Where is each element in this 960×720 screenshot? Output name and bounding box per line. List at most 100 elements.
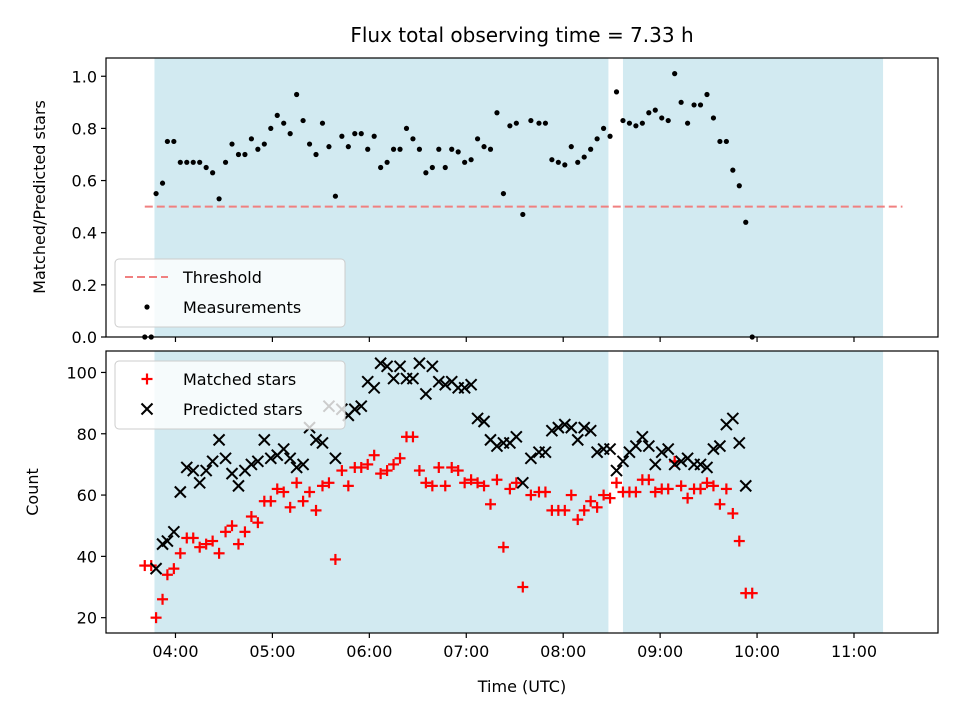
top-legend-frame — [114, 258, 346, 328]
matched-star-point — [733, 535, 745, 547]
x-stroke — [713, 439, 727, 453]
measurement-point — [326, 144, 332, 150]
predicted-star-point — [629, 439, 643, 453]
predicted-star-point — [477, 415, 491, 428]
measurement-point — [274, 112, 280, 118]
matched-star-point — [265, 495, 277, 507]
matched-star-point — [459, 477, 471, 489]
measurement-point — [319, 120, 326, 126]
matched-star-point — [329, 553, 341, 565]
predicted-star-point — [707, 442, 720, 456]
x-stroke — [571, 433, 584, 447]
measurement-point — [159, 180, 166, 186]
predicted-star-point — [733, 436, 746, 450]
predicted-star-point — [419, 387, 433, 401]
matched-star-point — [446, 461, 458, 473]
matched-star-point — [323, 477, 335, 489]
measurement-point — [261, 141, 267, 147]
bottom-legend-frame — [114, 360, 346, 430]
predicted-star-point — [655, 445, 668, 459]
x-stroke — [393, 360, 407, 373]
measurement-point — [704, 91, 710, 98]
x-stroke — [726, 412, 740, 425]
x-stroke — [167, 525, 181, 539]
measurement-point — [384, 159, 390, 165]
matched-star-point — [271, 483, 283, 495]
x-stroke — [387, 372, 400, 385]
predicted-star-point — [603, 442, 617, 456]
predicted-star-point — [439, 378, 452, 391]
measurement-point — [281, 120, 287, 126]
measurement-point — [371, 133, 377, 139]
predicted-star-point — [674, 455, 688, 468]
predicted-star-point — [406, 372, 420, 385]
measurement-point — [639, 120, 645, 126]
measurement-point — [339, 133, 345, 139]
predicted-star-point — [348, 403, 361, 416]
predicted-star-point — [212, 433, 226, 447]
matched-star-point — [433, 461, 445, 473]
measurement-point — [358, 131, 364, 137]
matched-star-point — [187, 532, 199, 544]
matched-star-point — [746, 587, 758, 599]
measurement-point — [717, 138, 723, 145]
x-stroke — [510, 430, 523, 444]
x-stroke — [484, 433, 497, 447]
x-stroke — [258, 433, 271, 447]
predicted-star-point — [590, 445, 604, 459]
x-stroke — [565, 421, 578, 434]
y-tick-label: 60 — [77, 486, 97, 505]
predicted-star-point — [700, 461, 714, 474]
x-stroke — [733, 436, 746, 450]
x-stroke — [264, 452, 277, 465]
measurement-point — [268, 125, 274, 132]
matched-star-point — [611, 477, 623, 489]
x-stroke — [206, 455, 219, 468]
measurement-point — [294, 91, 300, 98]
matched-star-point — [649, 486, 661, 498]
matched-star-point — [239, 526, 251, 538]
x-stroke — [426, 360, 439, 373]
x-stroke — [432, 375, 446, 388]
measurement-point — [455, 149, 461, 155]
matched-star-point — [695, 483, 707, 495]
x-stroke — [584, 424, 597, 437]
measurement-point — [210, 170, 216, 176]
legend-threshold-label: Threshold — [182, 268, 262, 287]
matched-star-point — [232, 538, 244, 550]
predicted-star-point — [552, 421, 565, 434]
legend-matched-label: Matched stars — [183, 370, 296, 389]
matched-star-point — [388, 458, 400, 470]
matched-star-point — [452, 465, 464, 477]
matched-star-point — [407, 431, 419, 443]
measurement-point — [730, 167, 736, 173]
matched-star-point — [591, 501, 603, 513]
x-tick-label: 11:00 — [831, 642, 877, 661]
predicted-star-point — [558, 418, 572, 431]
measurement-point — [306, 141, 313, 147]
measurement-point — [468, 157, 474, 163]
predicted-star-point — [251, 455, 265, 468]
bottom-y-axis-label: Count — [23, 468, 42, 516]
predicted-star-point — [510, 430, 523, 444]
x-stroke — [174, 485, 187, 499]
matched-star-point — [161, 569, 173, 581]
measurement-point — [626, 120, 633, 126]
matched-star-point — [368, 449, 380, 461]
top-y-ticks: 0.0 0.2 0.4 0.6 0.8 1.0 — [72, 67, 106, 347]
measurement-point — [494, 110, 500, 116]
x-stroke — [283, 452, 297, 465]
matched-star-point — [510, 477, 522, 489]
predicted-star-point — [393, 360, 407, 373]
measurement-point — [222, 159, 229, 165]
measurement-point — [436, 146, 442, 152]
matched-star-point — [284, 501, 296, 513]
matched-star-point — [213, 547, 225, 559]
x-stroke — [739, 479, 752, 493]
predicted-star-point — [161, 534, 174, 548]
measurement-point — [672, 71, 678, 77]
predicted-star-point — [432, 375, 446, 388]
x-stroke — [539, 445, 552, 459]
matched-star-point — [226, 520, 238, 532]
x-stroke — [649, 458, 662, 471]
